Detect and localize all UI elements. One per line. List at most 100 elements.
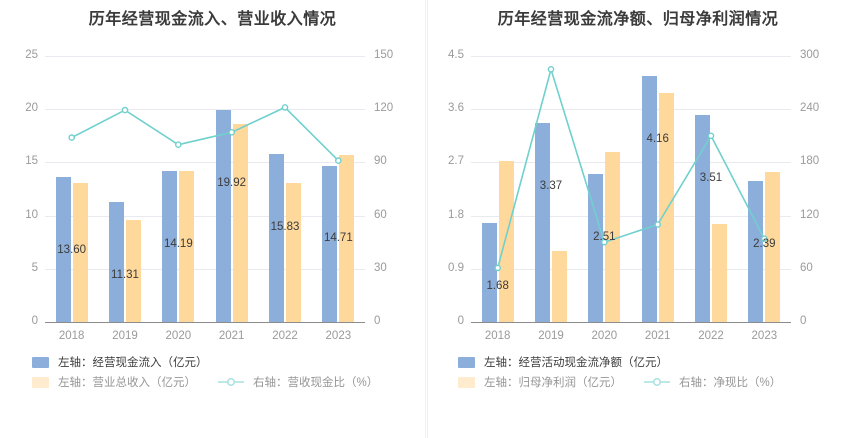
- y-axis-tick-left: 15: [25, 155, 38, 168]
- chart-title-left: 历年经营现金流入、营业收入情况: [88, 11, 337, 28]
- y-axis-tick-right: 30: [374, 261, 387, 274]
- legend-line-marker-icon: [644, 377, 670, 387]
- gridline: [471, 109, 791, 111]
- y-axis-tick-right: 120: [800, 208, 820, 221]
- x-axis-tick: 2021: [644, 330, 671, 342]
- legend-swatch-orange: [458, 376, 475, 388]
- bar-data-label: 4.16: [646, 133, 669, 146]
- bar-primary: [481, 222, 497, 322]
- y-axis-tick-left: 25: [25, 49, 38, 61]
- legend-row-primary[interactable]: 左轴：经营活动现金流净额（亿元）: [426, 352, 850, 372]
- chart-title-right: 历年经营现金流净额、归母净利润情况: [497, 11, 779, 28]
- bar-data-label: 19.92: [217, 177, 247, 190]
- legend-row-primary[interactable]: 左轴：经营现金流入（亿元）: [0, 352, 425, 372]
- line-data-point: [174, 141, 182, 148]
- legend-label-revenue: 左轴：营业总收入（亿元）: [58, 377, 196, 389]
- bar-data-label: 15.83: [270, 220, 300, 233]
- legend-row-secondary[interactable]: 左轴：归母净利润（亿元） 右轴：净现比（%）: [426, 372, 850, 392]
- line-data-point: [600, 238, 608, 246]
- bar-data-label: 3.37: [539, 179, 563, 192]
- x-axis-tick: 2021: [218, 330, 245, 342]
- y-axis-tick-right: 60: [374, 208, 387, 221]
- y-axis-tick-right: 0: [374, 315, 381, 327]
- y-axis-tick-right: 120: [374, 102, 394, 115]
- bar-secondary: [498, 161, 514, 322]
- y-axis-tick-left: 10: [25, 208, 38, 221]
- y-axis-tick-left: 1.8: [448, 208, 464, 221]
- line-data-point: [494, 264, 502, 272]
- panel-divider: [427, 0, 428, 438]
- bar-primary: [322, 165, 338, 322]
- legend-label-cash: 左轴：经营现金流入（亿元）: [58, 357, 208, 369]
- gridline: [45, 162, 365, 164]
- line-data-point: [68, 134, 76, 141]
- bar-primary: [109, 201, 124, 322]
- gridline: [45, 56, 365, 57]
- y-axis-tick-left: 4.5: [448, 49, 464, 61]
- x-axis-tick: 2018: [58, 330, 85, 342]
- gridline: [45, 268, 365, 270]
- y-axis-tick-right: 60: [800, 261, 813, 274]
- bar-primary: [535, 122, 550, 322]
- legend-label-revenue: 左轴：归母净利润（亿元）: [484, 377, 622, 389]
- gridline: [471, 268, 791, 270]
- legend-row-secondary[interactable]: 左轴：营业总收入（亿元） 右轴：营收现金比（%）: [0, 372, 425, 392]
- bar-secondary: [552, 251, 567, 322]
- legend-line-marker-icon: [218, 377, 244, 387]
- bar-primary: [641, 76, 657, 322]
- bar-data-label: 2.51: [593, 230, 616, 243]
- gridline: [45, 109, 365, 111]
- bar-data-label: 14.19: [163, 238, 193, 251]
- gridline: [471, 162, 791, 164]
- y-axis-tick-right: 180: [800, 155, 820, 168]
- bar-data-label: 1.68: [486, 279, 509, 292]
- x-axis-tick: 2018: [484, 330, 511, 342]
- y-axis-tick-right: 90: [374, 155, 387, 168]
- line-data-point: [121, 106, 129, 114]
- line-path: [71, 106, 339, 162]
- bar-primary: [215, 110, 231, 322]
- bar-data-label: 3.51: [699, 171, 723, 184]
- y-axis-tick-left: 0: [457, 315, 464, 327]
- bar-secondary: [712, 224, 727, 322]
- gridline: [471, 56, 791, 57]
- legend-swatch-orange: [32, 376, 49, 388]
- line-data-point: [281, 104, 289, 111]
- ratio-line-series: [68, 104, 342, 164]
- bar-secondary: [126, 219, 141, 322]
- plot-inner-right: 0 0 0.9 60 1.8 120 2.7 180 3.6 240 4.5 300 2018 2019 2…: [448, 49, 819, 341]
- gridline: [45, 322, 365, 323]
- bar-data-label: 11.31: [111, 268, 139, 281]
- x-axis-tick: 2023: [325, 330, 352, 342]
- legend-swatch-blue: [458, 356, 475, 368]
- x-axis-tick: 2023: [751, 330, 778, 342]
- y-axis-tick-right: 150: [374, 49, 394, 61]
- y-axis-tick-left: 0: [31, 315, 38, 327]
- legend-label-ratio: 右轴：净现比（%）: [679, 377, 782, 389]
- x-axis-tick: 2022: [698, 330, 724, 342]
- gridline: [471, 215, 791, 217]
- legend-right: 左轴：经营活动现金流净额（亿元） 左轴：归母净利润（亿元） 右轴：净现比（%）: [426, 352, 850, 392]
- x-axis-tick: 2022: [272, 330, 298, 342]
- bar-primary: [55, 177, 71, 322]
- bar-data-label: 14.71: [323, 232, 353, 245]
- bar-primary: [588, 173, 604, 322]
- plot-inner-left: 0 0 5 30 10 60 15 90 20 120 25 150 2018 2019 2020 2021 2…: [25, 49, 393, 341]
- gridline: [45, 215, 365, 217]
- plot-area-right: 0 0 0.9 60 1.8 120 2.7 180 3.6 240 4.5 300 2018 2019 2…: [426, 34, 850, 341]
- x-axis-tick: 2020: [165, 330, 192, 342]
- plot-area-left: 0 0 5 30 10 60 15 90 20 120 25 150 2018 2019 2020 2021 2…: [0, 34, 425, 341]
- bar-data-label: 13.60: [57, 244, 87, 257]
- y-axis-tick-right: 240: [800, 102, 820, 115]
- legend-swatch-blue: [32, 356, 49, 368]
- bar-secondary: [286, 183, 301, 322]
- bar-primary: [695, 114, 710, 322]
- legend-label-ratio: 右轴：营收现金比（%）: [253, 377, 379, 389]
- legend-label-cash: 左轴：经营活动现金流净额（亿元）: [484, 357, 668, 369]
- y-axis-tick-left: 0.9: [448, 261, 464, 274]
- bar-primary: [162, 171, 178, 322]
- chart-panel-cash-inflow-revenue: 历年经营现金流入、营业收入情况 0 0 5 30 10 60 15 90 20 120 25 150 2…: [0, 11, 425, 392]
- line-path: [496, 68, 766, 269]
- y-axis-tick-left: 5: [31, 261, 38, 274]
